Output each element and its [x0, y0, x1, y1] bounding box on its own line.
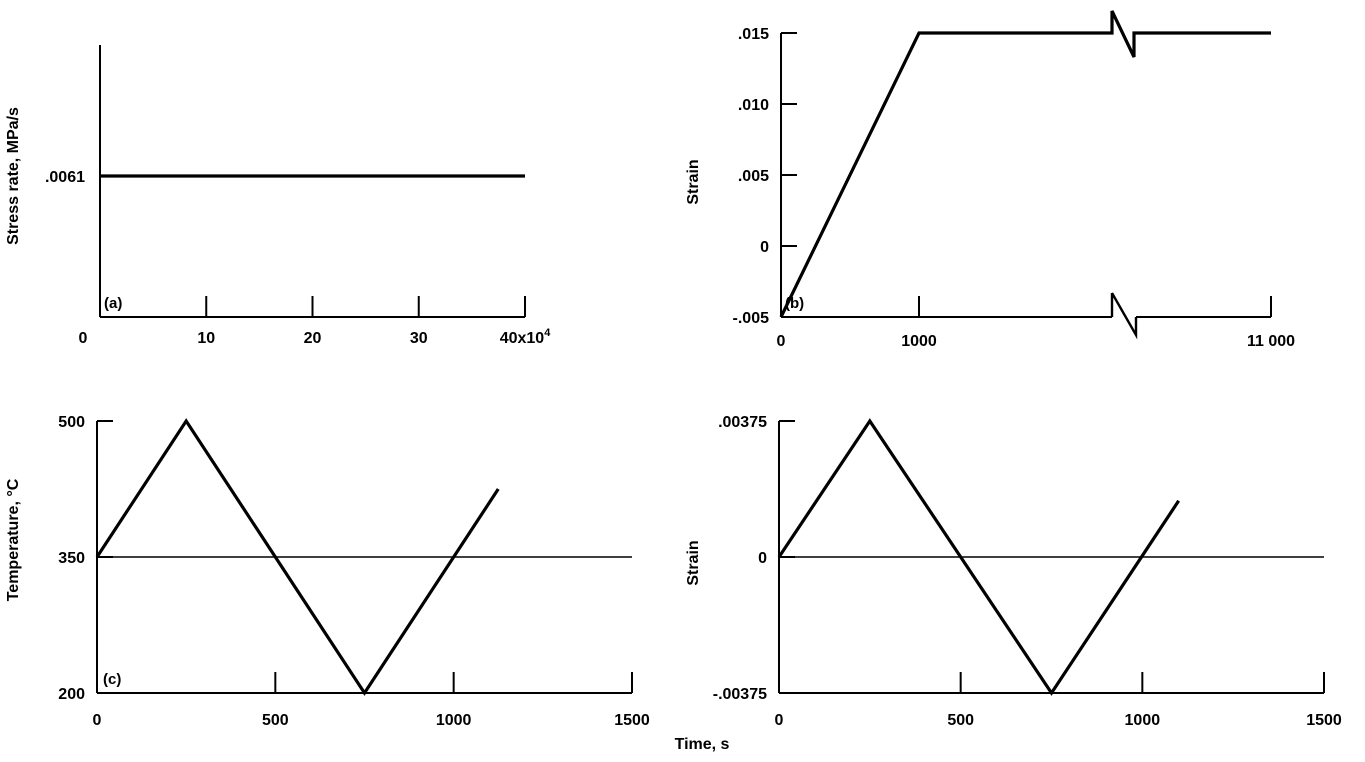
x-tick-label: 1500 [614, 712, 650, 729]
x-tick-label: 500 [262, 712, 289, 729]
y-tick-label: 0 [760, 239, 769, 256]
y-axis-label: Temperature, °C [5, 478, 22, 601]
x-tick-label: 0 [93, 712, 102, 729]
y-tick-label: .015 [738, 26, 769, 43]
x-tick-label: 500 [947, 712, 974, 729]
x-tick-label: 40x104 [500, 327, 552, 347]
data-line [779, 10, 1271, 318]
x-tick-label: 0 [777, 333, 786, 350]
x-tick-label: 11 000 [1247, 333, 1295, 350]
y-tick-label: .010 [738, 97, 769, 114]
x-tick-label: 10 [197, 330, 215, 347]
data-line [95, 418, 500, 696]
panel-tag: (c) [103, 671, 121, 688]
x-tick-label: 1000 [901, 333, 937, 350]
x-axis-break-mark [1110, 292, 1138, 340]
y-tick-label: .0061 [45, 169, 85, 186]
y-axis-label: Strain [685, 540, 702, 585]
x-tick-label: 20 [304, 330, 322, 347]
y-tick-label: -.00375 [713, 686, 767, 703]
y-tick-label: .00375 [718, 414, 767, 431]
shared-x-axis-label: Time, s [675, 736, 730, 753]
panel-tag: (a) [104, 295, 122, 312]
x-tick-label: 30 [410, 330, 428, 347]
x-tick-label: 1500 [1306, 712, 1342, 729]
x-tick-label: 1000 [436, 712, 472, 729]
y-tick-label: 200 [58, 686, 85, 703]
panel-c-temperature-cycle-chart: 200 350 500 0 500 1000 1500 (c) Temperature, °C [5, 414, 650, 729]
y-tick-label: .005 [738, 168, 769, 185]
panel-b-strain-ramp-chart: -.005 0 .005 .010 .015 0 1000 11 000 (b) Strain [685, 10, 1295, 350]
y-tick-label: -.005 [733, 310, 770, 327]
y-axis-label: Strain [685, 159, 702, 204]
x-tick-label: 0 [79, 330, 88, 347]
y-tick-label: 350 [58, 550, 85, 567]
y-tick-label: 0 [758, 550, 767, 567]
y-axis-label: Stress rate, MPa/s [5, 107, 22, 245]
x-tick-label-exponent: 4 [544, 327, 551, 339]
panel-d-strain-cycle-chart: -.00375 0 .00375 0 500 1000 1500 Strain [685, 414, 1342, 729]
panel-tag: (b) [785, 295, 804, 312]
panel-a-stress-rate-chart: 0 10 20 30 40x104 .0061 (a) Stress rate, MPa/s [5, 45, 551, 347]
y-tick-label: 500 [58, 414, 85, 431]
data-line [777, 418, 1181, 696]
x-tick-label: 0 [775, 712, 784, 729]
x-tick-label: 1000 [1125, 712, 1161, 729]
